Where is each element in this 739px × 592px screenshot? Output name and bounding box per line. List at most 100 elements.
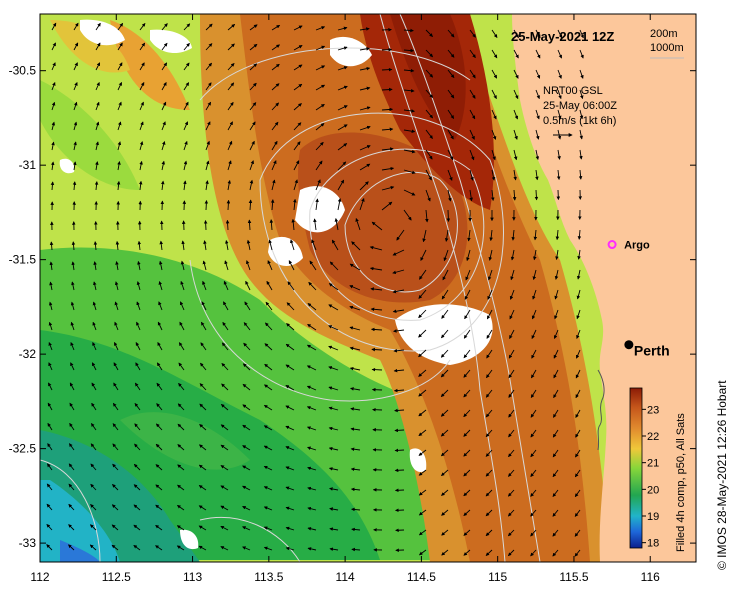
current-vector-arrow [242, 424, 251, 431]
current-vector-arrow [464, 309, 471, 320]
current-vector-arrow [179, 301, 185, 311]
current-vector-arrow [393, 368, 405, 373]
current-vector-arrow [286, 323, 295, 331]
current-vector-arrow [463, 529, 471, 536]
current-vector-arrow [285, 446, 295, 451]
current-vector-arrow [418, 349, 427, 358]
current-vector-arrow [227, 140, 233, 151]
current-vector-arrow [161, 141, 166, 151]
current-vector-arrow [531, 309, 537, 320]
place-label-argo: Argo [624, 240, 650, 252]
current-vector-arrow [485, 409, 493, 418]
current-vector-arrow [205, 180, 209, 191]
current-vector-arrow [139, 22, 146, 31]
current-vector-arrow [531, 349, 537, 359]
current-vector-arrow [183, 140, 188, 151]
current-vector-arrow [579, 149, 583, 160]
current-vector-arrow [92, 301, 97, 311]
current-vector-arrow [557, 49, 562, 59]
current-vector-arrow [403, 48, 415, 53]
current-vector-arrow [285, 343, 295, 351]
current-vector-arrow [575, 449, 581, 458]
current-vector-arrow [136, 321, 141, 331]
current-vector-arrow [198, 505, 207, 511]
current-vector-arrow [160, 180, 165, 191]
current-vector-arrow [161, 62, 168, 71]
current-vector-arrow [579, 49, 584, 59]
current-vector-arrow [533, 229, 538, 241]
current-vector-arrow [425, 149, 433, 160]
current-vector-arrow [263, 486, 273, 491]
current-vector-arrow [329, 487, 339, 491]
current-vector-arrow [200, 362, 207, 371]
current-vector-arrow [158, 301, 163, 311]
current-vector-arrow [48, 301, 53, 311]
current-vector-arrow [463, 489, 471, 497]
current-vector-arrow [133, 463, 141, 471]
plot-frame [39, 13, 697, 563]
current-vector-arrow [491, 129, 497, 140]
lon-tick-label: 114.5 [407, 570, 436, 584]
current-vector-arrow [552, 549, 559, 557]
current-vector-arrow [418, 409, 427, 417]
current-vector-arrow [418, 429, 427, 437]
current-vector-arrow [535, 129, 540, 140]
current-vector-arrow [337, 124, 348, 131]
current-vector-arrow [249, 179, 254, 191]
current-vector-arrow [176, 545, 185, 551]
current-vector-arrow [246, 239, 251, 251]
current-vector-arrow [265, 322, 273, 331]
current-vector-arrow [220, 444, 229, 451]
current-vector-arrow [381, 147, 394, 151]
current-vector-arrow [139, 141, 144, 151]
current-vector-arrow [337, 46, 348, 51]
current-legend-scale: 0.5m/s (1kt 6h) [543, 115, 616, 127]
current-vector-arrow [393, 348, 405, 353]
current-vector-arrow [69, 382, 75, 391]
current-vector-arrow [535, 89, 540, 100]
current-vector-arrow [137, 260, 141, 271]
current-vector-arrow [112, 423, 119, 431]
current-vector-arrow [513, 69, 519, 79]
current-vector-arrow [155, 423, 163, 431]
current-vector-arrow [69, 443, 75, 451]
current-vector-arrow [444, 229, 449, 242]
current-vector-arrow [288, 260, 295, 271]
current-vector-arrow [117, 62, 123, 71]
current-vector-arrow [369, 245, 383, 251]
current-vector-arrow [177, 484, 185, 491]
current-vector-arrow [469, 49, 476, 59]
current-vector-arrow [270, 199, 275, 211]
colorbar: 23 22 21 20 19 18 Filled 4h comp, p50, All Sa… [629, 387, 687, 552]
current-vector-arrow [425, 89, 434, 98]
perth-marker-icon [624, 340, 634, 350]
current-vector-arrow [575, 389, 581, 399]
current-vector-arrow [293, 141, 301, 151]
current-vector-arrow [418, 309, 427, 319]
current-vector-arrow [263, 546, 273, 551]
current-vector-arrow [245, 280, 251, 291]
current-vector-arrow [577, 249, 581, 260]
current-vector-arrow [576, 329, 581, 339]
current-vector-arrow [73, 42, 79, 51]
current-vector-arrow [469, 89, 476, 99]
current-vector-arrow [463, 469, 471, 477]
current-vector-arrow [156, 362, 163, 371]
current-vector-arrow [271, 24, 281, 31]
current-vector-arrow [114, 321, 119, 331]
current-vector-arrow [513, 109, 519, 120]
current-vector-arrow [554, 269, 559, 280]
current-vector-arrow [95, 22, 101, 31]
current-vector-arrow [249, 160, 254, 171]
current-vector-arrow [95, 62, 101, 71]
colorbar-ramp [629, 387, 643, 549]
current-vector-arrow [552, 449, 559, 458]
current-vector-arrow [307, 486, 317, 491]
current-vector-arrow [94, 181, 99, 191]
current-vector-arrow [512, 189, 517, 201]
current-vector-arrow [425, 169, 432, 181]
current-vector-arrow [447, 69, 455, 79]
current-vector-arrow [485, 489, 493, 497]
current-vector-arrow [328, 304, 339, 311]
current-vector-arrow [370, 287, 383, 291]
